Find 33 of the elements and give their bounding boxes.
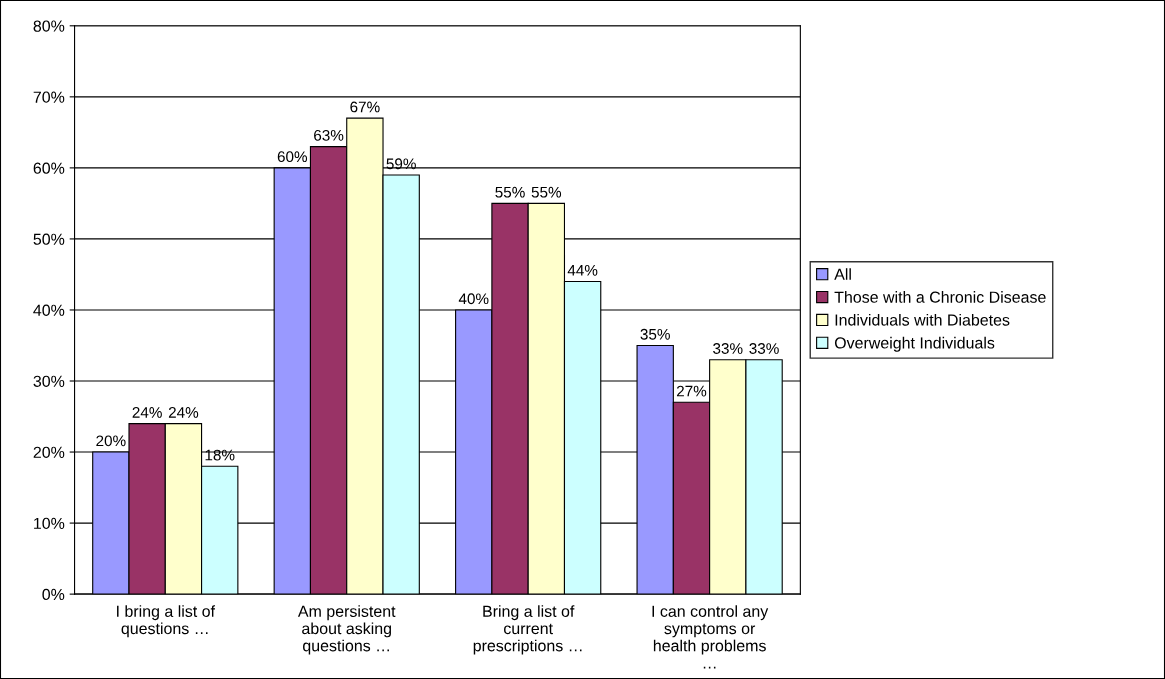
data-label: 40% xyxy=(458,293,489,305)
data-label: 18% xyxy=(205,449,235,461)
x-tick-label: I bring a list of questions … xyxy=(117,605,216,638)
data-label: 33% xyxy=(713,343,743,354)
y-tick-label: 60% xyxy=(33,162,65,174)
data-label: 27% xyxy=(676,385,707,397)
y-tick-label: 80% xyxy=(33,20,65,32)
data-label: 63% xyxy=(314,129,344,141)
x-tick-label: Am persistent about asking questions … xyxy=(297,605,396,655)
data-label: 67% xyxy=(350,101,380,113)
y-tick-label: 10% xyxy=(34,517,65,530)
data-label: 24% xyxy=(132,407,162,418)
data-label: 44% xyxy=(567,265,598,276)
y-tick-label: 20% xyxy=(33,446,65,458)
y-tick-label: 50% xyxy=(33,233,65,245)
data-label: 33% xyxy=(749,343,779,354)
data-label: 20% xyxy=(96,435,126,447)
x-tick-label: I can control any symptoms or health problems … xyxy=(652,605,769,669)
data-label: 55% xyxy=(531,186,562,198)
data-label: 24% xyxy=(168,407,199,418)
legend-label: Those with a Chronic Disease xyxy=(834,291,1046,303)
data-label: 35% xyxy=(640,328,670,340)
data-label: 60% xyxy=(277,151,308,163)
legend-label: Overweight Individuals xyxy=(834,336,995,352)
y-tick-label: 40% xyxy=(33,304,65,316)
y-tick-label: 0% xyxy=(42,588,65,601)
data-label: 55% xyxy=(495,186,525,198)
legend-label: Individuals with Diabetes xyxy=(835,313,1010,326)
legend-label: All xyxy=(834,268,851,280)
data-label: 59% xyxy=(386,158,416,170)
x-tick-label: Bring a list of current prescriptions … xyxy=(473,605,582,655)
y-tick-label: 30% xyxy=(33,375,65,387)
y-tick-label: 70% xyxy=(33,91,65,103)
